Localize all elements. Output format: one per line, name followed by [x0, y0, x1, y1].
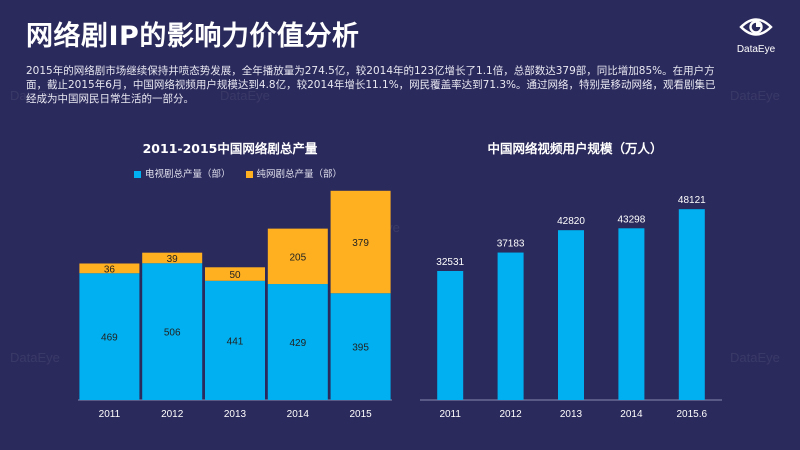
bar-web	[79, 263, 140, 274]
bar-tv	[267, 284, 328, 400]
data-label-tv: 395	[352, 343, 369, 354]
bar-users	[618, 228, 645, 400]
x-tick-label: 2014	[620, 409, 643, 420]
data-label-web: 379	[352, 238, 369, 249]
bar-tv	[79, 273, 140, 400]
data-label-users: 48121	[678, 195, 706, 206]
chart1-legend: 电视剧总产量（部） 纯网剧总产量（部）	[134, 166, 354, 180]
x-tick-label: 2015	[349, 409, 372, 420]
x-tick-label: 2013	[224, 409, 247, 420]
bar-web	[267, 228, 328, 285]
bar-users	[678, 209, 705, 400]
legend-label-web: 纯网剧总产量（部）	[256, 169, 343, 180]
chart1-title: 2011-2015中国网络剧总产量	[142, 141, 318, 156]
data-label-users: 37183	[497, 239, 525, 250]
bar-tv	[330, 293, 391, 400]
data-label-web: 39	[167, 254, 179, 265]
legend-item-tv: 电视剧总产量（部）	[134, 166, 231, 180]
legend-label-tv: 电视剧总产量（部）	[145, 169, 231, 180]
bar-web	[142, 252, 203, 264]
data-label-web: 50	[229, 270, 241, 281]
page-title: 网络剧IP的影响力价值分析	[26, 21, 360, 52]
data-label-tv: 441	[227, 336, 244, 347]
data-label-users: 32531	[436, 257, 464, 268]
data-label-web: 36	[104, 264, 116, 275]
data-label-users: 43298	[617, 214, 645, 225]
x-tick-label: 2012	[499, 409, 522, 420]
x-tick-label: 2011	[439, 409, 461, 420]
bar-users	[558, 230, 584, 400]
x-tick-label: 2013	[560, 409, 583, 420]
dataeye-logo: DataEye	[726, 12, 786, 64]
x-tick-label: 2012	[161, 409, 184, 420]
watermark: DataEye	[730, 350, 780, 365]
bar-web	[205, 267, 265, 281]
description-text: 2015年的网络剧市场继续保持井喷态势发展，全年播放量为274.5亿，较2014…	[26, 65, 716, 105]
legend-swatch-blue	[134, 171, 141, 178]
chart2-title: 中国网络视频用户规模（万人）	[487, 141, 663, 156]
legend-swatch-orange	[245, 171, 253, 178]
bar-users	[437, 270, 464, 400]
watermark: DataEye	[10, 350, 60, 365]
watermark: DataEye	[730, 88, 780, 103]
watermark: DataEye	[10, 88, 60, 103]
data-label-tv: 429	[289, 338, 306, 349]
data-label-web: 205	[289, 252, 306, 263]
x-tick-label: 2014	[287, 409, 310, 420]
bar-tv	[142, 263, 203, 400]
x-tick-label: 2011	[99, 409, 121, 420]
bar-users	[497, 252, 524, 400]
watermark: DataEye	[220, 88, 270, 103]
legend-item-web: 纯网剧总产量（部）	[245, 166, 343, 180]
bar-tv	[205, 280, 265, 400]
logo-text: DataEye	[736, 44, 776, 55]
data-label-tv: 469	[101, 333, 118, 344]
data-label-users: 42820	[557, 216, 585, 227]
x-tick-label: 2015.6	[677, 409, 708, 420]
bar-web	[330, 190, 391, 294]
data-label-tv: 506	[164, 328, 181, 339]
eye-logo-icon	[739, 18, 773, 36]
